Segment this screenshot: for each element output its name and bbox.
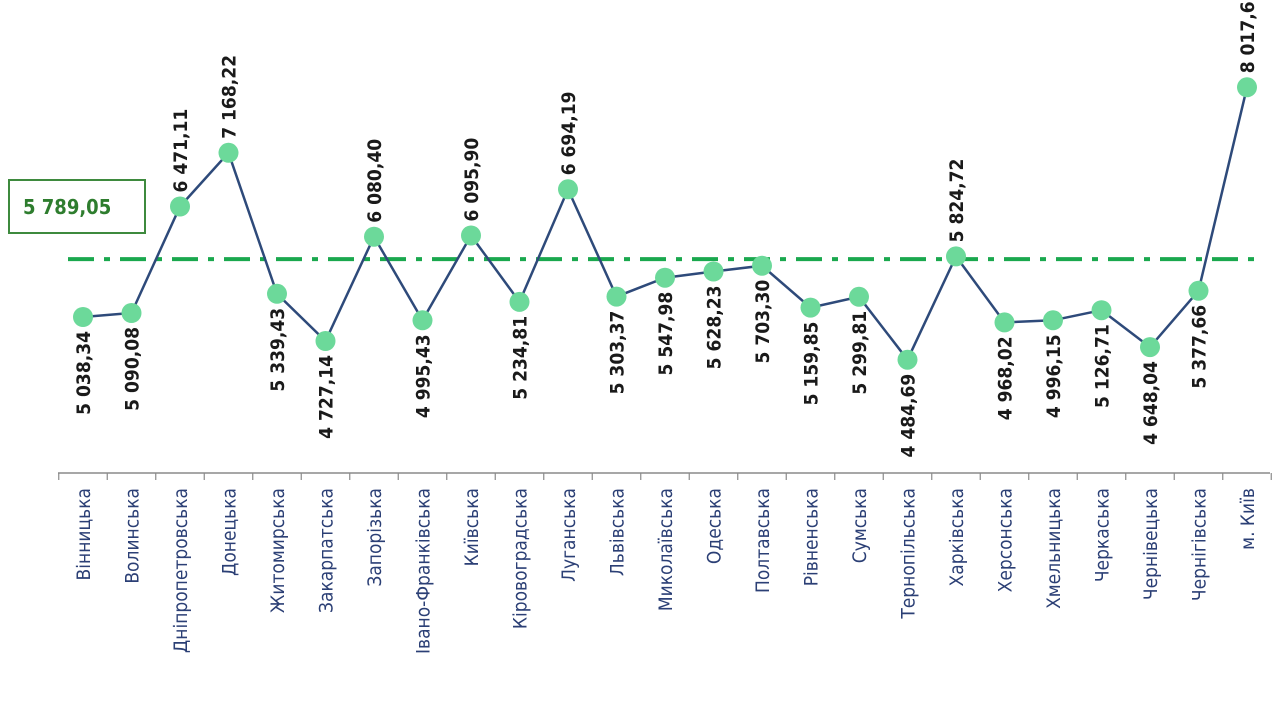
data-label: 5 303,37 bbox=[607, 311, 629, 395]
data-point bbox=[1188, 280, 1209, 301]
category-label: Херсонська bbox=[995, 488, 1017, 592]
category-label: Запорізька bbox=[364, 488, 386, 587]
data-point bbox=[655, 267, 675, 288]
category-label: Івано-Франківська bbox=[413, 488, 435, 654]
data-label: 5 339,43 bbox=[267, 308, 289, 392]
data-label: 5 090,08 bbox=[122, 327, 144, 411]
data-label: 4 727,14 bbox=[316, 355, 338, 439]
data-point bbox=[897, 349, 918, 370]
data-point bbox=[461, 225, 481, 246]
category-label: Одеська bbox=[704, 488, 726, 564]
category-label: Хмельницька bbox=[1043, 488, 1065, 609]
category-label: Луганська bbox=[558, 488, 580, 582]
data-point bbox=[412, 310, 433, 331]
data-point bbox=[703, 261, 724, 282]
category-label: Вінницька bbox=[73, 488, 95, 580]
category-label: Закарпатська bbox=[316, 488, 338, 613]
data-point bbox=[1091, 300, 1112, 321]
data-label: 8 017,65 bbox=[1237, 0, 1259, 73]
data-labels: 5 038,34 5 090,08 6 471,11 7 168,22 5 339,43… bbox=[73, 0, 1259, 458]
category-label: Тернопільська bbox=[898, 488, 920, 620]
data-label: 5 038,34 bbox=[73, 331, 95, 415]
category-label: Полтавська bbox=[752, 488, 774, 593]
category-labels: Вінницька Волинська Дніпропетровська Донець… bbox=[73, 488, 1259, 654]
data-point bbox=[73, 307, 93, 327]
data-label: 5 234,81 bbox=[510, 316, 532, 400]
data-label: 4 995,43 bbox=[413, 334, 435, 418]
data-label: 5 299,81 bbox=[849, 311, 871, 395]
data-label: 5 547,98 bbox=[655, 292, 677, 376]
category-label: м. Київ bbox=[1237, 488, 1259, 550]
category-label: Чернівецька bbox=[1140, 488, 1162, 600]
data-label: 5 628,23 bbox=[704, 286, 726, 370]
data-point bbox=[170, 196, 190, 217]
category-label: Львівська bbox=[607, 488, 629, 576]
data-label: 4 968,02 bbox=[995, 336, 1017, 420]
data-point bbox=[800, 297, 821, 318]
category-label: Донецька bbox=[219, 488, 241, 576]
data-label: 6 095,90 bbox=[461, 138, 483, 222]
average-value-label: 5 789,05 bbox=[23, 194, 112, 219]
data-point bbox=[364, 226, 384, 247]
data-label: 5 159,85 bbox=[801, 322, 823, 406]
category-label: Харківська bbox=[946, 488, 968, 586]
category-label: Київська bbox=[461, 488, 483, 566]
data-label: 4 484,69 bbox=[898, 374, 920, 458]
data-point bbox=[606, 286, 627, 307]
category-label: Дніпропетровська bbox=[170, 488, 192, 653]
data-label: 4 648,04 bbox=[1140, 361, 1162, 445]
category-label: Чернігівська bbox=[1189, 488, 1211, 601]
data-point bbox=[121, 303, 142, 323]
x-axis-ticks bbox=[58, 473, 1272, 480]
category-label: Волинська bbox=[122, 488, 144, 584]
data-point bbox=[1140, 337, 1160, 358]
data-point bbox=[315, 331, 336, 351]
data-point bbox=[267, 283, 287, 304]
data-markers bbox=[73, 77, 1257, 370]
data-label: 6 080,40 bbox=[364, 139, 386, 223]
data-point bbox=[946, 246, 966, 267]
data-label: 6 694,19 bbox=[558, 91, 580, 175]
data-point bbox=[849, 286, 869, 307]
category-label: Черкаська bbox=[1092, 488, 1114, 582]
data-point bbox=[509, 291, 530, 312]
data-label: 5 126,71 bbox=[1092, 324, 1114, 408]
data-label: 5 703,30 bbox=[752, 280, 774, 364]
data-point bbox=[994, 312, 1015, 333]
data-point bbox=[1237, 77, 1257, 98]
category-label: Рівненська bbox=[801, 488, 823, 586]
category-label: Миколаївська bbox=[655, 488, 677, 611]
data-label: 7 168,22 bbox=[219, 55, 241, 139]
data-point bbox=[218, 142, 239, 163]
category-label: Кіровоградська bbox=[510, 488, 532, 629]
data-point bbox=[1043, 310, 1063, 331]
data-label: 5 824,72 bbox=[946, 159, 968, 243]
category-label: Сумська bbox=[849, 488, 871, 563]
average-value-box: 5 789,05 bbox=[8, 179, 146, 234]
category-label: Житомирська bbox=[267, 488, 289, 613]
data-point bbox=[558, 179, 578, 200]
data-label: 5 377,66 bbox=[1189, 305, 1211, 389]
data-label: 6 471,11 bbox=[170, 109, 192, 193]
data-label: 4 996,15 bbox=[1043, 334, 1065, 418]
data-point bbox=[752, 255, 772, 276]
